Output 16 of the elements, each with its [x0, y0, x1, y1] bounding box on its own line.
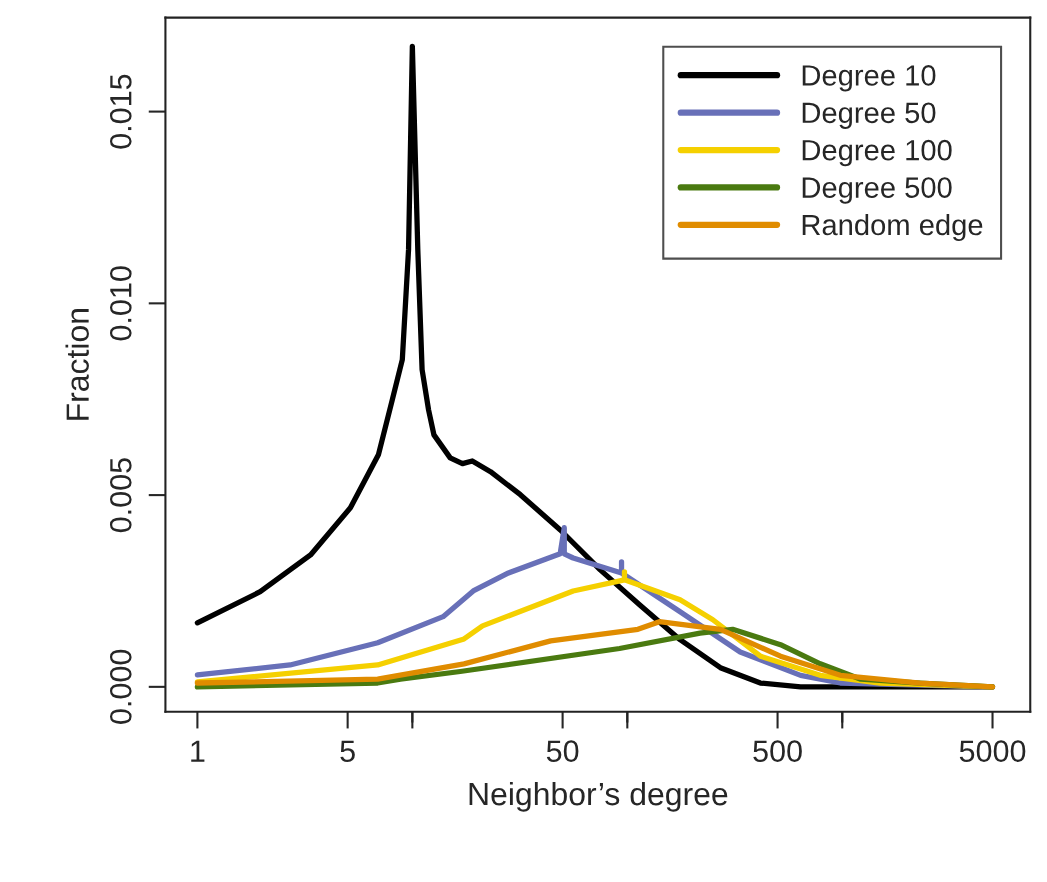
- x-tick-label: 500: [753, 740, 802, 762]
- x-tick-label: 5: [340, 740, 355, 762]
- legend-label: Random edge: [802, 213, 983, 242]
- y-tick-label: 0.000: [109, 649, 132, 724]
- x-axis-title: Neighbor’s degree: [469, 781, 728, 812]
- x-tick-label: 1: [191, 740, 205, 762]
- legend-label: Degree 100: [802, 139, 952, 167]
- x-tick-label: 5000: [959, 740, 1026, 762]
- y-tick-label: 0.010: [109, 266, 132, 341]
- y-tick-label: 0.005: [109, 458, 132, 533]
- legend-label: Degree 10: [802, 65, 936, 92]
- x-tick-label: 50: [546, 740, 579, 762]
- y-tick-label: 0.015: [109, 74, 132, 149]
- y-axis-title: Fraction: [65, 309, 89, 420]
- legend-label: Degree 500: [802, 177, 952, 204]
- legend-label: Degree 50: [802, 102, 936, 129]
